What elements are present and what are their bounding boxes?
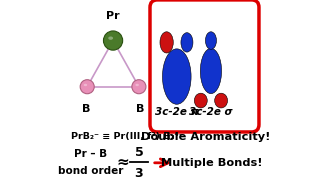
Ellipse shape xyxy=(181,33,193,52)
Text: 3c-2e π: 3c-2e π xyxy=(155,107,199,117)
Text: PrB₂⁻ ≡ Pr(III, f²) B₂⁴⁻: PrB₂⁻ ≡ Pr(III, f²) B₂⁴⁻ xyxy=(72,132,184,141)
Text: 3c-2e σ: 3c-2e σ xyxy=(189,107,233,117)
Ellipse shape xyxy=(162,49,191,104)
Text: ≈: ≈ xyxy=(116,155,129,170)
Ellipse shape xyxy=(108,36,113,40)
Ellipse shape xyxy=(135,84,139,86)
Text: 3: 3 xyxy=(134,167,143,180)
Ellipse shape xyxy=(205,32,216,49)
Ellipse shape xyxy=(84,84,87,86)
Ellipse shape xyxy=(200,48,222,94)
Text: Pr – B: Pr – B xyxy=(74,149,108,159)
Text: B: B xyxy=(82,104,90,114)
Text: Double Aromaticity!: Double Aromaticity! xyxy=(141,132,270,142)
Ellipse shape xyxy=(160,32,173,53)
Text: Pr: Pr xyxy=(106,11,120,21)
Ellipse shape xyxy=(214,93,227,108)
FancyBboxPatch shape xyxy=(150,0,259,132)
Circle shape xyxy=(132,80,146,94)
Circle shape xyxy=(103,31,123,50)
Text: 5: 5 xyxy=(134,146,143,159)
Text: Multiple Bonds!: Multiple Bonds! xyxy=(161,158,263,168)
Text: bond order: bond order xyxy=(58,166,123,176)
Ellipse shape xyxy=(194,93,207,108)
Text: B: B xyxy=(136,104,144,114)
Circle shape xyxy=(80,80,94,94)
